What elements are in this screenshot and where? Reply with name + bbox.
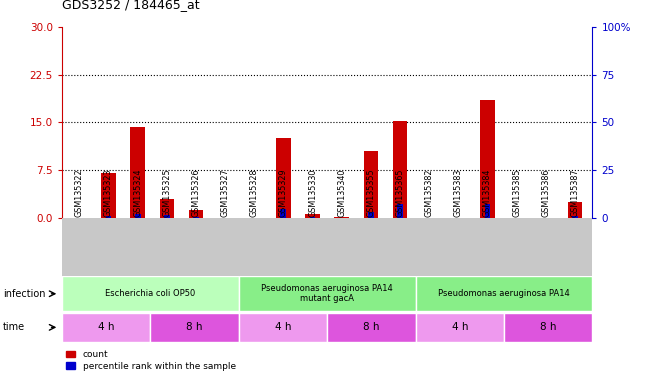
Text: 8 h: 8 h — [540, 322, 557, 333]
Text: 8 h: 8 h — [363, 322, 380, 333]
Bar — [484, 204, 490, 218]
Bar — [504, 313, 592, 342]
Bar — [130, 127, 145, 218]
Text: Pseudomonas aeruginosa PA14: Pseudomonas aeruginosa PA14 — [438, 289, 570, 298]
Bar — [397, 204, 403, 218]
Bar — [62, 313, 150, 342]
Bar — [568, 202, 582, 218]
Bar — [239, 313, 327, 342]
Bar — [335, 217, 349, 218]
Bar — [327, 313, 415, 342]
Bar — [305, 214, 320, 218]
Bar — [393, 121, 408, 218]
Text: 8 h: 8 h — [186, 322, 202, 333]
Bar — [480, 100, 495, 218]
Bar — [239, 276, 415, 311]
Bar — [276, 139, 291, 218]
Text: Pseudomonas aeruginosa PA14
mutant gacA: Pseudomonas aeruginosa PA14 mutant gacA — [261, 284, 393, 303]
Bar — [189, 210, 203, 218]
Bar — [193, 217, 199, 218]
Bar — [101, 174, 116, 218]
Bar — [281, 209, 286, 218]
Text: 4 h: 4 h — [98, 322, 115, 333]
Bar — [62, 276, 239, 311]
Text: GDS3252 / 184465_at: GDS3252 / 184465_at — [62, 0, 199, 12]
Bar — [105, 216, 111, 218]
Bar — [415, 313, 504, 342]
Text: infection: infection — [3, 289, 46, 299]
Bar — [310, 217, 316, 218]
Bar — [164, 215, 170, 218]
Legend: count, percentile rank within the sample: count, percentile rank within the sample — [66, 350, 236, 371]
Bar — [572, 216, 578, 218]
Text: 4 h: 4 h — [452, 322, 468, 333]
Bar — [368, 212, 374, 218]
Bar — [159, 199, 174, 218]
Text: Escherichia coli OP50: Escherichia coli OP50 — [105, 289, 195, 298]
Bar — [415, 276, 592, 311]
Bar — [135, 214, 141, 218]
Text: 4 h: 4 h — [275, 322, 291, 333]
Text: time: time — [3, 322, 25, 333]
Bar — [363, 151, 378, 218]
Bar — [150, 313, 239, 342]
